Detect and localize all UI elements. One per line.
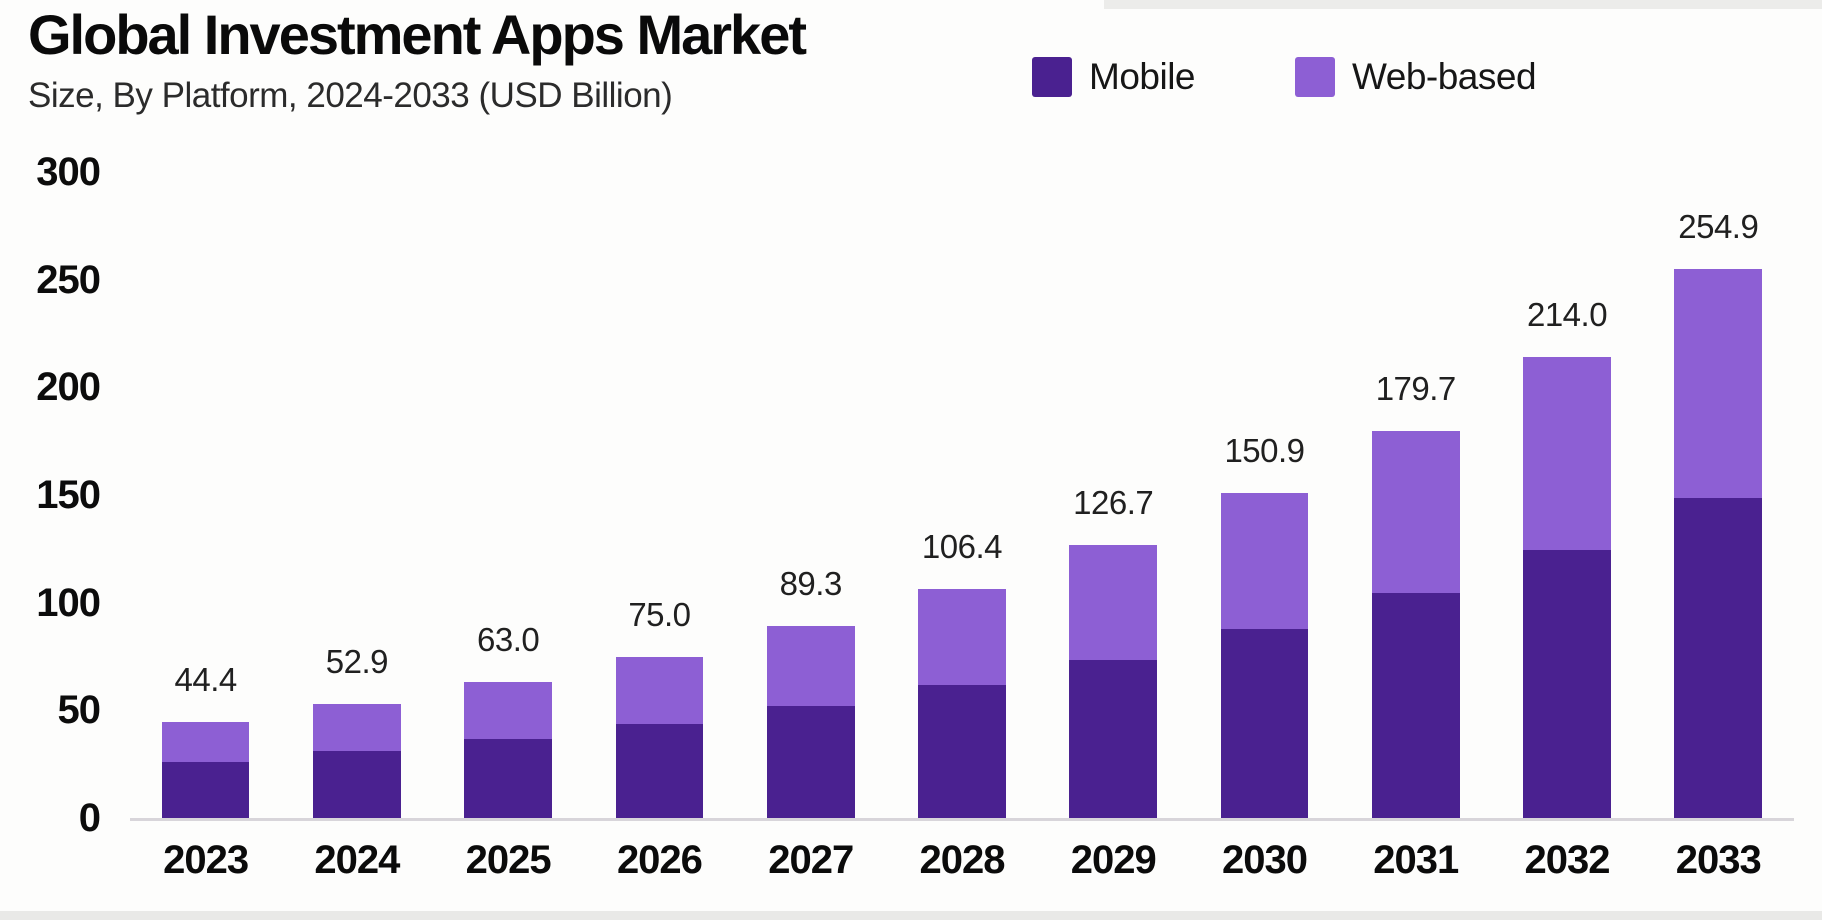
mobile-swatch-icon — [1032, 57, 1072, 97]
bar-segment-web-based — [313, 704, 401, 752]
bar-group: 126.7 — [1038, 172, 1189, 818]
stacked-bar — [161, 722, 250, 818]
bar-segment-mobile — [313, 751, 401, 818]
stacked-bar — [918, 588, 1006, 818]
bar-value-label: 52.9 — [325, 643, 389, 681]
bar-segment-web-based — [766, 625, 855, 707]
bar-value-label: 89.3 — [779, 564, 843, 602]
bar-group: 150.9 — [1189, 172, 1340, 818]
y-tick-label: 300 — [36, 150, 101, 194]
bar-value-label: 254.9 — [1678, 208, 1759, 246]
y-tick-label: 100 — [36, 580, 101, 625]
bar-value-label: 126.7 — [1073, 484, 1154, 522]
bar-segment-web-based — [1371, 431, 1460, 593]
legend-item-web-based: Web-based — [1295, 56, 1537, 98]
stacked-bar — [615, 656, 704, 818]
x-tick-label: 2030 — [1222, 838, 1308, 882]
bar-value-label: 75.0 — [628, 595, 691, 633]
x-tick-label: 2025 — [465, 838, 552, 882]
bar-segment-web-based — [918, 588, 1006, 685]
stacked-bar — [464, 682, 553, 818]
web-based-swatch-icon — [1295, 57, 1335, 97]
bar-group: 52.9 — [281, 172, 432, 818]
bar-group: 214.0 — [1491, 172, 1642, 818]
bar-segment-web-based — [1674, 269, 1763, 499]
x-tick-label: 2031 — [1373, 838, 1459, 882]
y-tick-label: 50 — [57, 688, 101, 733]
stacked-bar — [1069, 545, 1158, 818]
x-tick-label: 2029 — [1070, 838, 1157, 882]
legend-item-mobile: Mobile — [1032, 56, 1196, 98]
x-tick-label: 2028 — [919, 838, 1005, 882]
bottom-edge-strip — [0, 911, 1822, 920]
plot-area: 44.4 52.9 63.0 75.0 89.3 106.4 126.7 150.9 179.7… — [130, 172, 1794, 821]
bar-value-label: 150.9 — [1224, 432, 1305, 470]
bar-segment-web-based — [464, 682, 553, 739]
bar-value-label: 179.7 — [1375, 370, 1457, 408]
bar-segment-mobile — [161, 762, 250, 818]
bar-segment-web-based — [1220, 493, 1309, 629]
stacked-bar — [1674, 269, 1763, 818]
bar-segment-mobile — [1220, 628, 1309, 818]
bar-segment-web-based — [615, 656, 704, 725]
x-tick-label: 2026 — [616, 838, 703, 882]
bar-group: 44.4 — [130, 172, 281, 818]
stacked-bar — [1523, 357, 1611, 818]
bar-group: 75.0 — [584, 172, 735, 818]
top-edge-strip — [1104, 0, 1822, 9]
legend-label-mobile: Mobile — [1089, 56, 1196, 97]
y-axis: 0 50 100 150 200 250 300 — [0, 152, 101, 838]
bar-value-label: 106.4 — [921, 527, 1003, 565]
x-tick-label: 2027 — [768, 838, 854, 882]
bar-group: 63.0 — [433, 172, 584, 818]
bar-segment-web-based — [1523, 357, 1611, 550]
y-tick-label: 200 — [36, 365, 101, 410]
bar-value-label: 214.0 — [1526, 296, 1608, 334]
bar-segment-mobile — [766, 706, 855, 818]
x-tick-label: 2033 — [1675, 838, 1762, 882]
legend: Mobile Web-based — [1032, 56, 1537, 98]
bar-value-label: 63.0 — [477, 621, 540, 659]
bar-segment-mobile — [615, 724, 704, 818]
x-tick-label: 2024 — [314, 838, 400, 882]
y-tick-label: 250 — [36, 257, 101, 302]
x-tick-label: 2032 — [1524, 838, 1611, 882]
y-tick-label: 0 — [78, 796, 101, 840]
legend-label-web-based: Web-based — [1352, 56, 1537, 97]
bar-group: 254.9 — [1643, 172, 1794, 818]
stacked-bar — [1220, 493, 1309, 818]
stacked-bar — [313, 704, 401, 818]
bar-group: 89.3 — [735, 172, 886, 818]
bar-segment-mobile — [1069, 659, 1158, 818]
x-axis: 2023 2024 2025 2026 2027 2028 2029 2030 2031 2032… — [130, 838, 1794, 883]
bar-segment-mobile — [464, 738, 553, 818]
stacked-bar — [1371, 431, 1460, 818]
bar-group: 179.7 — [1340, 172, 1491, 818]
page-subtitle: Size, By Platform, 2024-2033 (USD Billio… — [28, 76, 673, 115]
bar-segment-mobile — [1371, 592, 1460, 818]
bar-segment-web-based — [1069, 545, 1158, 660]
y-tick-label: 150 — [36, 473, 101, 517]
bar-segment-mobile — [1523, 549, 1611, 818]
x-tick-label: 2023 — [163, 838, 249, 882]
bar-group: 106.4 — [886, 172, 1037, 818]
stacked-bar — [766, 625, 855, 818]
bar-segment-web-based — [161, 722, 250, 763]
page-title: Global Investment Apps Market — [28, 3, 807, 66]
bar-segment-mobile — [918, 684, 1006, 818]
bar-segment-mobile — [1674, 498, 1763, 818]
bar-value-label: 44.4 — [174, 661, 238, 699]
